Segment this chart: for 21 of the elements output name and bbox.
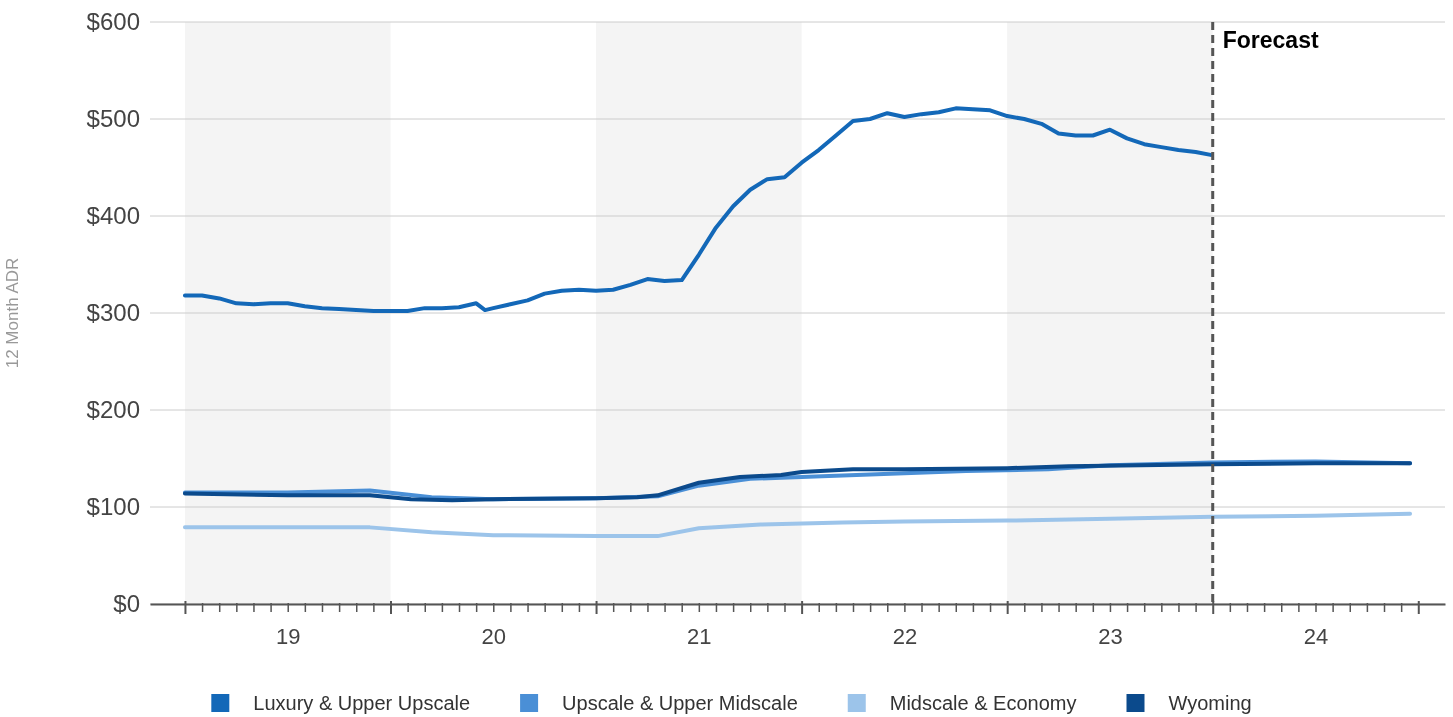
x-tick-label: 23 <box>1098 623 1123 649</box>
x-tick-label: 21 <box>687 623 712 649</box>
line-series <box>182 511 1413 539</box>
y-tick-label: $400 <box>86 202 140 230</box>
x-tick-label: 20 <box>481 623 507 649</box>
x-tick-label: 22 <box>892 623 918 649</box>
x-tick-label: 24 <box>1303 623 1329 649</box>
y-axis-title: 12 Month ADR <box>3 257 22 369</box>
line-series <box>182 106 1213 314</box>
y-tick-label: $200 <box>86 396 140 424</box>
y-tick-label: $0 <box>113 590 140 618</box>
legend-label: Midscale & Economy <box>889 692 1077 714</box>
legend-label: Wyoming <box>1168 692 1252 714</box>
y-tick-label: $600 <box>86 8 140 36</box>
y-tick-label: $500 <box>86 105 140 133</box>
x-tick-label: 19 <box>275 623 301 649</box>
y-tick-label: $100 <box>86 493 140 521</box>
y-tick-label: $300 <box>86 299 140 327</box>
legend-label: Upscale & Upper Midscale <box>562 692 798 714</box>
ref-line-label: Forecast <box>1222 27 1319 53</box>
legend-label: Luxury & Upper Upscale <box>253 692 471 714</box>
